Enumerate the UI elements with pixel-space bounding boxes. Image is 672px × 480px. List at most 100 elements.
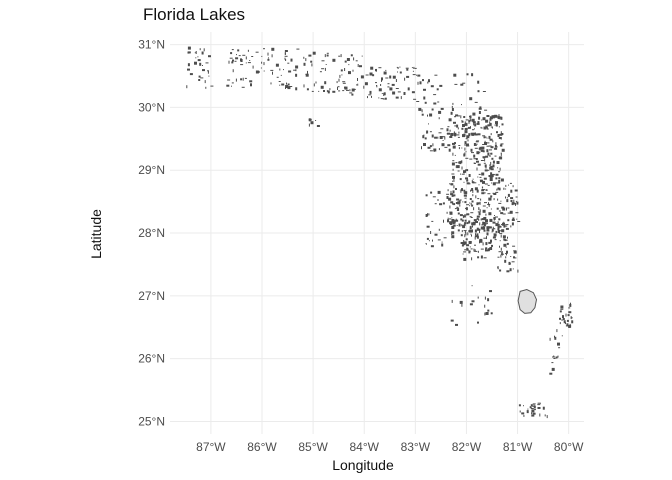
lake-polygon bbox=[465, 170, 467, 173]
lake-polygon bbox=[475, 195, 477, 199]
lake-polygon bbox=[476, 203, 479, 206]
lake-polygon bbox=[479, 240, 480, 244]
lake-polygon bbox=[449, 211, 453, 215]
lake-polygon bbox=[421, 109, 423, 113]
lake-polygon bbox=[250, 83, 252, 87]
lake-polygon bbox=[515, 200, 517, 202]
lake-polygon bbox=[434, 203, 437, 205]
lake-polygon bbox=[205, 86, 207, 89]
lake-polygon bbox=[324, 54, 326, 58]
lake-polygon bbox=[458, 223, 461, 227]
lake-polygon bbox=[454, 116, 456, 118]
lake-polygon bbox=[287, 62, 290, 64]
lake-polygon bbox=[305, 73, 309, 77]
lake-polygon bbox=[481, 186, 483, 189]
lake-polygon bbox=[497, 187, 501, 190]
lake-polygon bbox=[447, 189, 449, 192]
lake-polygon bbox=[500, 200, 502, 202]
lake-polygon bbox=[495, 216, 498, 218]
lake-polygon bbox=[341, 74, 343, 76]
lake-polygon bbox=[365, 74, 369, 76]
lake-polygon bbox=[187, 63, 190, 67]
lake-polygon bbox=[449, 183, 451, 185]
lake-polygon bbox=[446, 211, 448, 214]
lake-polygon bbox=[312, 51, 316, 55]
lake-polygon bbox=[338, 90, 341, 92]
lake-polygon bbox=[289, 86, 293, 87]
lake-polygon bbox=[466, 204, 470, 206]
lake-polygon bbox=[475, 141, 479, 143]
lake-polygon bbox=[537, 402, 541, 404]
lake-polygon bbox=[428, 123, 429, 125]
lake-polygon bbox=[465, 238, 468, 241]
lake-polygon bbox=[438, 228, 440, 231]
lake-polygon bbox=[272, 71, 273, 75]
lake-polygon bbox=[566, 323, 569, 327]
lake-polygon bbox=[506, 270, 510, 273]
lake-polygon bbox=[493, 193, 497, 195]
lake-polygon bbox=[478, 212, 481, 216]
lake-polygon bbox=[531, 414, 535, 417]
lake-polygon bbox=[450, 133, 454, 136]
lake-polygon bbox=[562, 318, 565, 320]
lake-polygon bbox=[198, 75, 201, 78]
lake-polygon bbox=[470, 126, 471, 129]
lake-polygon bbox=[515, 212, 519, 214]
lake-polygon bbox=[485, 189, 488, 191]
lake-polygon bbox=[359, 65, 362, 68]
lake-polygon bbox=[451, 217, 453, 219]
lake-polygon bbox=[383, 71, 387, 75]
lake-polygon bbox=[478, 116, 481, 120]
lake-polygon bbox=[484, 140, 486, 143]
lake-polygon bbox=[278, 81, 281, 82]
lake-polygon bbox=[468, 241, 472, 244]
lake-polygon bbox=[433, 150, 435, 152]
lake-polygon bbox=[290, 58, 293, 62]
lake-polygon bbox=[458, 131, 460, 134]
lake-polygon bbox=[481, 148, 484, 150]
lake-polygon bbox=[503, 238, 506, 241]
y-tick-label: 28°N bbox=[138, 226, 165, 240]
lake-polygon bbox=[332, 90, 336, 93]
lake-polygon bbox=[337, 87, 338, 90]
lake-polygon bbox=[372, 74, 375, 77]
lake-polygon bbox=[244, 77, 247, 79]
lake-polygon bbox=[240, 58, 242, 62]
lake-polygon bbox=[474, 133, 478, 136]
lake-polygon bbox=[461, 120, 463, 122]
lake-polygon bbox=[349, 89, 351, 92]
lake-polygon bbox=[485, 126, 487, 128]
lake-polygon bbox=[320, 85, 324, 89]
lake-polygon bbox=[440, 128, 444, 130]
lake-polygon bbox=[475, 144, 477, 146]
lake-polygon bbox=[566, 319, 569, 322]
lake-polygon bbox=[473, 122, 475, 126]
lake-polygon bbox=[532, 405, 535, 407]
lake-polygon bbox=[238, 55, 241, 57]
lake-polygon bbox=[318, 90, 320, 92]
lake-polygon bbox=[440, 107, 444, 110]
lake-polygon bbox=[428, 79, 430, 83]
lake-polygon bbox=[391, 83, 395, 86]
lake-polygon bbox=[486, 115, 490, 117]
lake-polygon bbox=[479, 179, 483, 181]
lake-polygon bbox=[252, 65, 254, 69]
lake-polygon bbox=[501, 229, 505, 233]
lake-polygon bbox=[490, 247, 493, 250]
lake-polygon bbox=[474, 187, 478, 191]
lake-polygon bbox=[512, 185, 514, 188]
lake-polygon bbox=[553, 355, 555, 358]
lake-polygon bbox=[498, 210, 501, 212]
lake-polygon bbox=[515, 202, 516, 206]
lake-polygon bbox=[474, 249, 476, 252]
lake-polygon bbox=[546, 415, 548, 419]
lake-polygon bbox=[474, 244, 476, 246]
lake-polygon bbox=[471, 188, 474, 191]
lake-polygon bbox=[464, 201, 467, 204]
lake-polygon bbox=[237, 49, 240, 52]
lake-polygon bbox=[508, 261, 511, 265]
lake-polygon bbox=[305, 58, 307, 62]
lake-polygon bbox=[481, 192, 485, 195]
lake-polygon bbox=[346, 89, 349, 91]
lake-polygon bbox=[531, 412, 533, 415]
